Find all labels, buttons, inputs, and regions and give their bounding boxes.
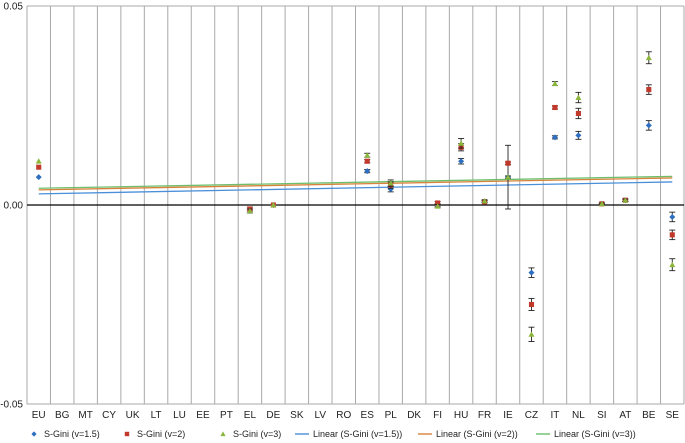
x-tick-label: BE [642,410,656,421]
data-point-diamond [575,132,582,139]
data-point-triangle [598,200,605,207]
x-tick-label: CZ [525,410,538,421]
data-point-triangle [505,174,512,180]
data-point-diamond [528,269,535,276]
trend-lines [38,175,673,195]
x-tick-label: MT [78,410,92,421]
x-tick-label: PT [220,410,233,421]
data-point-square [575,110,581,117]
data-point-diamond [31,431,37,437]
data-point-triangle [458,140,465,146]
trend-line [38,177,673,191]
data-point-square [646,87,652,93]
x-tick-label: IT [551,410,560,421]
legend-label: Linear (S-Gini (v=2)) [436,429,518,439]
data-point-diamond [645,122,652,129]
x-tick-label: LV [315,410,327,421]
data-point-square [435,200,441,206]
data-point-diamond [458,158,465,165]
data-point-square [552,104,558,111]
data-point-triangle [270,202,277,208]
legend: S-Gini (v=1.5) S-Gini (v=2) S-Gini (v=3) Li… [31,429,636,439]
legend-label: Linear (S-Gini (v=1.5)) [313,429,402,439]
data-point-diamond [669,213,676,220]
data-point-triangle [434,203,441,209]
y-tick-label: -0.05 [0,400,23,411]
x-tick-label: LU [173,410,186,421]
x-tick-label: AT [619,410,631,421]
data-point-triangle [364,152,371,158]
x-tick-label: UK [126,410,140,421]
x-tick-label: LT [151,410,162,421]
data-point-diamond [364,168,371,175]
x-tick-label: DK [407,410,421,421]
data-point-triangle [575,94,582,100]
legend-label: S-Gini (v=2) [137,429,185,439]
x-tick-label: FR [478,410,491,421]
x-tick-label: EL [244,410,257,421]
x-tick-label: BG [55,410,70,421]
data-point-triangle [669,261,676,268]
x-tick-label: PL [385,410,398,421]
y-tick-label: 0.00 [4,201,24,212]
data-point-triangle [387,180,394,186]
data-point-triangle [551,80,558,87]
data-point-triangle [35,158,42,164]
legend-label: S-Gini (v=3) [233,429,281,439]
x-tick-label: FI [433,410,442,421]
x-tick-label: CY [102,410,116,421]
x-tick-label: SK [290,410,304,421]
data-point-square [364,158,370,164]
data-point-diamond [35,174,42,181]
legend-label: Linear (S-Gini (v=3)) [554,429,636,439]
data-point-triangle [481,198,488,204]
x-tick-label: DE [266,410,280,421]
x-tick-label: SE [666,410,680,421]
data-point-triangle [622,197,629,203]
x-tick-label: EE [196,410,210,421]
data-point-square [528,301,535,308]
data-point-square [36,164,42,170]
y-axis: 0.05 0.00 -0.05 [0,2,684,411]
data-point-triangle [645,54,652,61]
trend-line [38,181,673,195]
data-point-triangle [220,431,226,437]
x-tick-label: NL [572,410,585,421]
x-tick-label: RO [336,410,351,421]
legend-label: S-Gini (v=1.5) [44,429,100,439]
x-tick-label: HU [454,410,468,421]
data-point-triangle [528,331,535,337]
data-point-diamond [551,134,558,141]
x-tick-label: ES [361,410,375,421]
trend-line [38,175,673,189]
data-point-square [124,431,130,437]
data-point-square [505,160,511,166]
x-tick-label: SI [597,410,606,421]
x-tick-label: EU [32,410,46,421]
y-tick-label: 0.05 [4,2,24,13]
data-point-square [669,232,675,238]
data-point-triangle [246,207,253,214]
data-points [35,51,676,342]
x-tick-label: IE [503,410,513,421]
x-axis: EU BG MT CY UK LT LU EE PT EL DE SK LV RO ES PL DK FI HU FR… [32,410,679,421]
